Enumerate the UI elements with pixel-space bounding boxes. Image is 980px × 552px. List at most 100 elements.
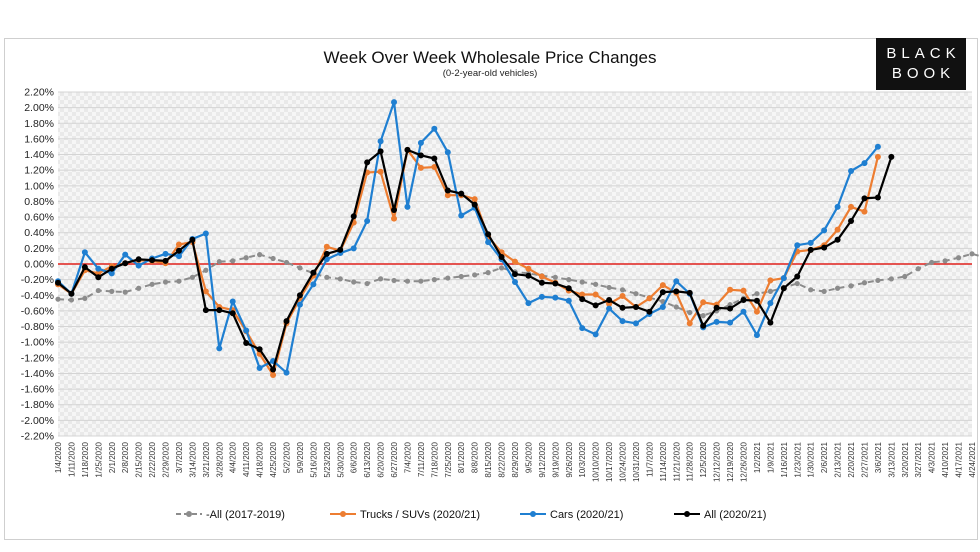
- data-point: [431, 164, 438, 171]
- data-point: [512, 271, 518, 278]
- data-point: [444, 149, 451, 156]
- data-point: [525, 265, 532, 272]
- xtick-label: 2/6/2021: [820, 441, 829, 473]
- data-point: [888, 276, 894, 282]
- data-point: [81, 264, 88, 271]
- data-point: [659, 282, 666, 289]
- data-point: [659, 304, 666, 310]
- data-point: [512, 258, 518, 265]
- data-point: [834, 236, 841, 243]
- data-point: [592, 302, 599, 309]
- ytick-label: 1.60%: [24, 133, 54, 145]
- xtick-label: 5/30/2020: [336, 441, 345, 477]
- xtick-label: 4/10/2021: [941, 441, 950, 477]
- data-point: [108, 270, 115, 277]
- xtick-label: 2/8/2020: [121, 441, 130, 473]
- data-point: [646, 295, 653, 302]
- data-point: [619, 293, 626, 300]
- xtick-label: 2/29/2020: [162, 441, 171, 477]
- data-point: [162, 250, 169, 257]
- chart-subtitle: (0-2-year-old vehicles): [443, 68, 538, 79]
- data-point: [350, 213, 357, 220]
- legend-item-trucks-suvs-2020-21: Trucks / SUVs (2020/21): [330, 509, 480, 521]
- ytick-label: -2.20%: [21, 431, 54, 443]
- data-point: [350, 245, 357, 252]
- ytick-label: 1.80%: [24, 118, 54, 130]
- data-point: [579, 325, 586, 332]
- legend-label: All (2020/21): [704, 509, 766, 521]
- data-point: [202, 288, 209, 295]
- xtick-label: 11/7/2020: [645, 441, 654, 477]
- ytick-label: 0.00%: [24, 259, 54, 271]
- ytick-label: -0.40%: [21, 290, 54, 302]
- xtick-label: 1/18/2020: [81, 441, 90, 477]
- chart-title: Week Over Week Wholesale Price Changes: [324, 48, 657, 67]
- legend-swatch-marker: [340, 511, 346, 517]
- xtick-label: 8/22/2020: [498, 441, 507, 477]
- data-point: [471, 201, 478, 208]
- data-point: [579, 296, 586, 303]
- xtick-label: 7/18/2020: [430, 441, 439, 477]
- xtick-label: 12/19/2020: [726, 441, 735, 482]
- ytick-label: 0.60%: [24, 212, 54, 224]
- xtick-label: 11/28/2020: [686, 441, 695, 481]
- xtick-label: 6/13/2020: [363, 441, 372, 477]
- xtick-label: 4/24/2021: [968, 441, 977, 477]
- data-point: [673, 288, 680, 295]
- logo-line-1: BLACK: [886, 45, 961, 62]
- data-point: [740, 296, 747, 303]
- data-point: [296, 301, 303, 308]
- data-point: [323, 243, 330, 250]
- data-point: [108, 265, 115, 272]
- legend-swatch-marker: [186, 511, 192, 517]
- data-point: [176, 278, 182, 284]
- xtick-label: 8/15/2020: [484, 441, 493, 477]
- data-point: [256, 364, 263, 371]
- data-point: [472, 272, 478, 278]
- data-point: [418, 278, 424, 284]
- data-point: [485, 231, 492, 238]
- data-point: [700, 313, 706, 319]
- data-point: [445, 275, 451, 281]
- data-point: [498, 253, 505, 260]
- data-point: [794, 273, 801, 280]
- data-point: [216, 345, 223, 352]
- data-point: [821, 288, 827, 294]
- data-point: [391, 215, 398, 222]
- logo-line-2: BOOK: [891, 65, 956, 82]
- data-point: [565, 297, 572, 304]
- legend-swatch-marker: [530, 511, 536, 517]
- xtick-label: 2/15/2020: [135, 441, 144, 477]
- data-point: [861, 280, 868, 286]
- data-point: [95, 287, 101, 294]
- xtick-label: 6/20/2020: [377, 441, 386, 477]
- data-point: [175, 241, 182, 248]
- xtick-label: 1/2/2021: [753, 441, 762, 473]
- data-point: [431, 125, 438, 132]
- data-point: [458, 212, 465, 219]
- data-point: [861, 208, 868, 215]
- ytick-label: 2.00%: [24, 102, 54, 114]
- xtick-label: 10/10/2020: [592, 441, 601, 482]
- data-point: [81, 249, 88, 256]
- data-point: [310, 269, 317, 276]
- xtick-label: 5/9/2020: [296, 441, 305, 473]
- data-point: [135, 256, 142, 263]
- ytick-label: 0.20%: [24, 243, 54, 255]
- data-point: [243, 339, 250, 346]
- legend-label: Trucks / SUVs (2020/21): [360, 509, 480, 521]
- data-point: [687, 309, 693, 316]
- data-point: [296, 292, 303, 299]
- xtick-label: 1/25/2020: [94, 441, 103, 477]
- data-point: [861, 160, 868, 167]
- data-point: [767, 277, 774, 284]
- data-point: [753, 297, 760, 304]
- legend-item-all-2017-2019: -All (2017-2019): [176, 509, 285, 521]
- data-point: [175, 253, 182, 260]
- data-point: [740, 308, 747, 315]
- data-point: [149, 281, 155, 287]
- xtick-label: 4/4/2020: [229, 441, 238, 473]
- data-point: [525, 300, 532, 307]
- xtick-label: 6/6/2020: [350, 441, 359, 473]
